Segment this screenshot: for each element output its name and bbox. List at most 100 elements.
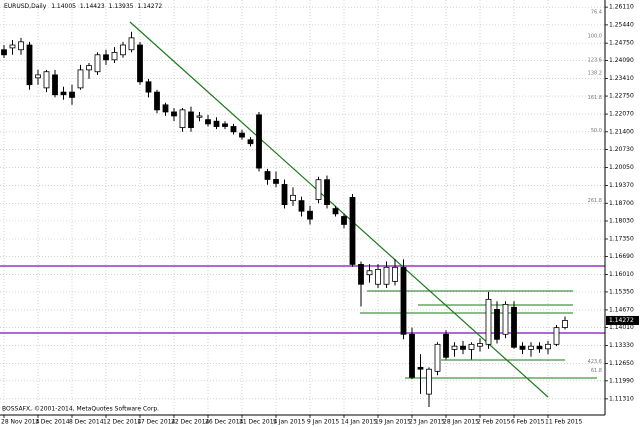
candle-body xyxy=(69,91,75,98)
candle-body xyxy=(349,197,356,265)
x-tick-label: 5 Jan 2015 xyxy=(273,419,305,426)
candle-body xyxy=(477,343,483,347)
candle-body xyxy=(120,44,126,56)
x-tick-label: 28 Jan 2015 xyxy=(443,419,479,426)
y-tick-label: 1.16010 xyxy=(609,271,634,278)
y-tick-label: 1.14010 xyxy=(609,324,634,331)
current-price-box xyxy=(606,315,639,325)
y-tick-label: 1.18030 xyxy=(609,217,634,224)
y-tick-label: 1.25440 xyxy=(609,21,634,28)
candle-body xyxy=(247,139,254,145)
close: 1.14272 xyxy=(137,3,162,10)
candle-body xyxy=(460,345,466,350)
candle-body xyxy=(239,132,245,138)
candle-body xyxy=(315,179,322,200)
candle-body xyxy=(213,120,220,127)
candle-body xyxy=(392,266,398,282)
candle-body xyxy=(222,123,228,127)
y-tick-label: 1.20730 xyxy=(609,146,634,153)
candle-body xyxy=(205,119,211,125)
y-tick-label: 1.16690 xyxy=(609,253,634,260)
candle-body xyxy=(409,333,415,378)
candle-body xyxy=(179,109,186,128)
candle-body xyxy=(545,343,551,350)
candle-body xyxy=(196,115,203,118)
x-tick-label: 14 Jan 2015 xyxy=(341,419,377,426)
candle-body xyxy=(188,111,194,128)
candle-body xyxy=(171,111,177,117)
trend-line xyxy=(129,21,549,398)
fib-level-label: 100.0 xyxy=(588,33,602,39)
candle-body xyxy=(426,368,432,395)
candle-body xyxy=(528,345,534,350)
low: 1.13935 xyxy=(109,3,134,10)
candle-body xyxy=(77,69,84,89)
candle-body xyxy=(273,179,279,184)
y-tick-label: 1.24750 xyxy=(609,40,634,47)
candle-body xyxy=(307,210,313,220)
candle-body xyxy=(43,71,50,89)
candle-body xyxy=(230,126,237,133)
candle-body xyxy=(137,44,143,83)
x-tick-label: 28 Nov 2014 xyxy=(1,419,40,426)
candle-body xyxy=(400,266,407,335)
x-tick-label: 6 Feb 2015 xyxy=(511,419,545,426)
high: 1.14423 xyxy=(80,3,105,10)
y-tick-label: 1.26110 xyxy=(609,4,634,11)
candle-body xyxy=(434,343,441,372)
y-tick-label: 1.23410 xyxy=(609,75,634,82)
candle-body xyxy=(562,320,568,328)
candle-body xyxy=(468,343,475,350)
fib-level-label: 161.8 xyxy=(588,95,602,101)
symbol: EURUSD,Daily xyxy=(4,3,47,10)
candle-body xyxy=(86,65,92,71)
candle-body xyxy=(502,303,509,335)
y-tick-label: 1.21400 xyxy=(609,128,634,135)
x-tick-label: 3 Dec 2014 xyxy=(35,419,70,426)
candle-body xyxy=(324,179,330,205)
candle-body xyxy=(443,333,449,358)
candle-body xyxy=(519,345,526,350)
candle-body xyxy=(52,74,58,96)
x-tick-label: 8 Dec 2014 xyxy=(69,419,104,426)
candle-body xyxy=(511,306,517,348)
fib-level-label: 138.2 xyxy=(588,70,602,76)
x-tick-label: 2 Feb 2015 xyxy=(477,419,511,426)
candle-body xyxy=(290,194,296,202)
fib-level-label: 50.0 xyxy=(591,128,602,134)
x-tick-label: 26 Dec 2014 xyxy=(205,419,244,426)
candle-body xyxy=(154,91,160,111)
x-tick-label: 11 Feb 2015 xyxy=(545,419,583,426)
candle-body xyxy=(145,81,152,93)
y-tick-label: 1.19370 xyxy=(609,182,634,189)
candle-body xyxy=(375,269,381,285)
candle-body xyxy=(451,345,458,350)
x-tick-label: 12 Dec 2014 xyxy=(103,419,142,426)
x-tick-label: 22 Dec 2014 xyxy=(171,419,210,426)
x-tick-label: 9 Jan 2015 xyxy=(307,419,339,426)
candle-body xyxy=(94,54,101,73)
chart-header: EURUSD,Daily 1.14005 1.14423 1.13935 1.1… xyxy=(4,3,162,10)
x-tick-label: 17 Dec 2014 xyxy=(137,419,176,426)
y-tick-label: 1.12650 xyxy=(609,360,634,367)
candle-body xyxy=(417,366,424,370)
candle-body xyxy=(485,298,492,345)
candle-body xyxy=(18,41,24,51)
candle-body xyxy=(256,114,262,169)
x-tick-label: 23 Jan 2015 xyxy=(409,419,445,426)
x-tick-label: 19 Jan 2015 xyxy=(375,419,411,426)
candle-body xyxy=(1,49,7,56)
open: 1.14005 xyxy=(51,3,76,10)
fib-level-label: 123.6 xyxy=(588,57,602,63)
y-tick-label: 1.20050 xyxy=(609,164,634,171)
y-tick-label: 1.24090 xyxy=(609,57,634,64)
y-tick-label: 1.11310 xyxy=(609,395,634,402)
y-tick-label: 1.22750 xyxy=(609,93,634,100)
copyright: BOSSAFX, ©2001-2014, MetaQuotes Software… xyxy=(2,406,159,413)
candle-body xyxy=(298,200,305,212)
candle-body xyxy=(341,216,347,225)
candle-body xyxy=(128,37,135,51)
y-tick-label: 1.11990 xyxy=(609,377,634,384)
